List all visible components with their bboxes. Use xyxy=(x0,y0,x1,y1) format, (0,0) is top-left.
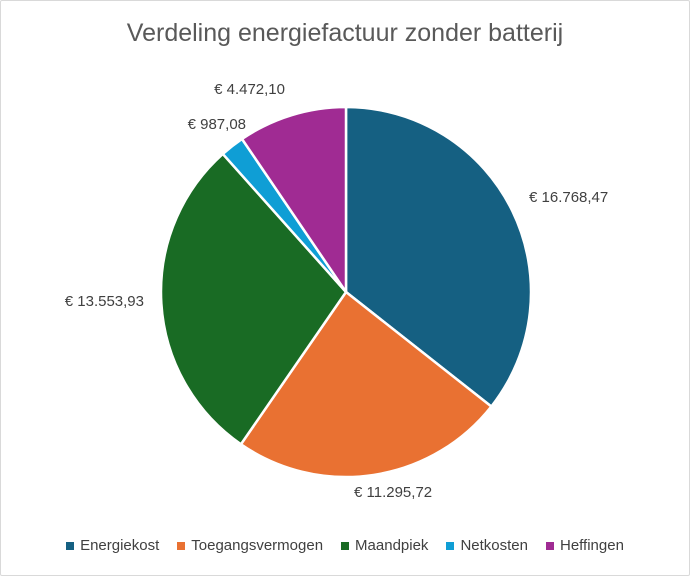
pie-plot: € 16.768,47 € 11.295,72 € 13.553,93 € 987,0… xyxy=(65,81,609,501)
data-label-toegangsvermogen: € 11.295,72 xyxy=(354,484,432,501)
legend-item-heffingen: Heffingen xyxy=(545,537,624,554)
pie-slice-maandpiek xyxy=(159,152,348,446)
legend-swatch xyxy=(341,541,350,550)
legend-item-energiekost: Energiekost xyxy=(66,537,159,554)
legend-swatch xyxy=(446,541,455,550)
legend-label: Energiekost xyxy=(80,537,160,554)
legend-label: Maandpiek xyxy=(355,537,429,554)
pie-slice-energiekost xyxy=(344,105,533,408)
data-label-heffingen: € 4.472,10 xyxy=(214,81,285,98)
pie-slice-toegangsvermogen xyxy=(239,290,493,479)
data-label-netkosten: € 987,08 xyxy=(188,116,246,133)
legend-item-netkosten: Netkosten xyxy=(446,537,528,554)
legend-swatch xyxy=(177,541,186,550)
legend-label: Toegangsvermogen xyxy=(191,537,324,554)
data-label-maandpiek: € 13.553,93 xyxy=(65,293,144,310)
legend: Energiekost Toegangsvermogen Maandpiek Netk… xyxy=(1,537,689,554)
legend-swatch xyxy=(545,541,554,550)
legend-item-maandpiek: Maandpiek xyxy=(341,537,428,554)
legend-label: Heffingen xyxy=(559,537,624,554)
legend-swatch xyxy=(66,541,75,550)
data-label-energiekost: € 16.768,47 xyxy=(529,189,608,206)
legend-item-toegangsvermogen: Toegangsvermogen xyxy=(177,537,323,554)
legend-label: Netkosten xyxy=(460,537,528,554)
pie-slice-heffingen xyxy=(240,105,348,294)
chart-title: Verdeling energiefactuur zonder batterij xyxy=(126,19,564,47)
